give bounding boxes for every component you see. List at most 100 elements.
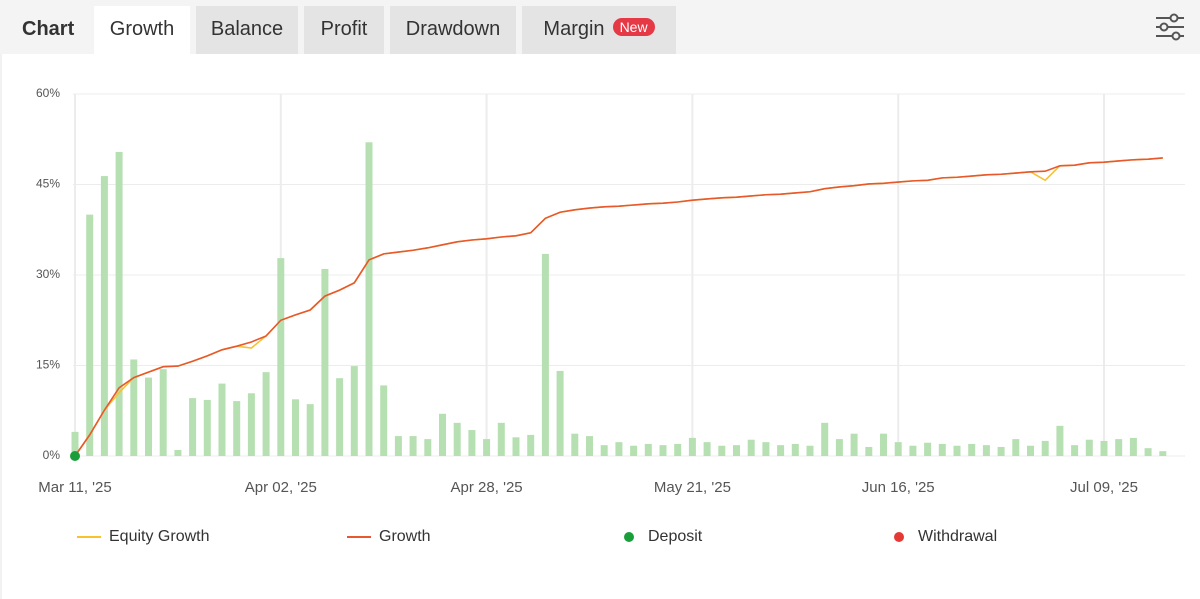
bar [439, 413, 446, 456]
x-tick-label: Jun 16, '25 [862, 479, 935, 496]
bar [615, 442, 623, 456]
tab[interactable]: Margin New [522, 6, 676, 54]
bar [145, 377, 152, 456]
y-tick-label: 15% [36, 358, 60, 372]
bar [571, 433, 579, 456]
settings-icon[interactable] [1154, 12, 1186, 42]
bar [380, 385, 388, 456]
bar [1071, 445, 1079, 456]
bar [115, 151, 123, 457]
bar [747, 439, 755, 456]
x-tick-label: Apr 02, '25 [245, 479, 317, 496]
bar [483, 439, 491, 456]
bar [277, 258, 285, 456]
tab[interactable]: Drawdown [390, 6, 516, 54]
bar [541, 253, 549, 456]
bar [394, 436, 402, 456]
bar [850, 433, 858, 456]
bar [997, 446, 1005, 456]
tabs-label: Chart [22, 18, 75, 40]
tab-text: Margin [543, 18, 605, 40]
bar [1144, 448, 1152, 456]
bar [218, 383, 226, 456]
bar [733, 445, 740, 456]
bar [806, 445, 814, 456]
bar [100, 176, 108, 456]
y-tick-label: 60% [36, 86, 60, 100]
bar [233, 401, 241, 456]
point [70, 451, 80, 461]
bar [982, 445, 990, 456]
bar [1027, 445, 1034, 456]
bar [644, 443, 652, 456]
bar [777, 445, 785, 456]
bar [865, 446, 873, 456]
bar [174, 449, 182, 456]
legend-label: Growth [379, 528, 431, 545]
bar [130, 359, 138, 456]
bar [527, 434, 535, 456]
bar [189, 398, 197, 456]
bar [556, 370, 564, 456]
legend-swatch [624, 532, 634, 542]
bar [938, 443, 946, 456]
bar [688, 437, 696, 456]
bar [71, 431, 79, 456]
tab[interactable]: Profit [304, 6, 384, 54]
legend-swatch [894, 532, 904, 542]
bar [321, 268, 329, 456]
bar [497, 422, 505, 456]
bar [894, 442, 902, 456]
tab[interactable]: Balance [196, 6, 298, 54]
bar [880, 433, 887, 456]
tab[interactable]: Growth [94, 6, 190, 54]
bar [424, 439, 432, 456]
bar [1041, 440, 1049, 456]
bar [1085, 439, 1093, 456]
bar [659, 445, 667, 456]
bar [1012, 439, 1020, 456]
bar [791, 443, 799, 456]
bar [674, 443, 682, 456]
bar [203, 399, 211, 456]
legend-label: Deposit [648, 528, 703, 545]
y-tick-label: 0% [43, 448, 61, 462]
bar [409, 436, 417, 456]
bar [292, 399, 299, 456]
bar [86, 214, 94, 456]
bar [468, 430, 476, 456]
bar [821, 422, 829, 456]
bar [512, 437, 520, 456]
y-tick-label: 45% [36, 177, 60, 191]
tab-bar: Chart Growth Balance Profit Drawdown Mar… [0, 0, 1200, 54]
bar [365, 142, 373, 456]
legend-label: Equity Growth [109, 528, 209, 545]
bar [262, 372, 270, 456]
y-tick-label: 30% [36, 267, 60, 281]
x-tick-label: Mar 11, '25 [38, 479, 111, 496]
bar [718, 445, 726, 456]
bar [350, 366, 358, 456]
bar [1115, 439, 1123, 456]
x-tick-label: Apr 28, '25 [451, 479, 523, 496]
bar [1159, 451, 1167, 456]
bar [586, 436, 593, 456]
bar [1056, 425, 1064, 456]
bar [247, 393, 255, 456]
bar [953, 445, 961, 456]
x-tick-label: May 21, '25 [654, 479, 731, 496]
bar [306, 404, 314, 456]
bar [1100, 440, 1108, 456]
x-tick-label: Jul 09, '25 [1070, 479, 1138, 496]
bar [336, 378, 344, 456]
bar [835, 439, 843, 456]
bar [924, 442, 932, 456]
bar [1129, 437, 1137, 456]
legend-label: Withdrawal [918, 528, 997, 545]
badge: New [612, 18, 655, 36]
bar [762, 442, 770, 456]
bar [453, 422, 461, 456]
bar [909, 445, 917, 456]
chart: 0% 15% 30% 45% 60% Mar 11, '25 Apr 02, '25 Apr … [0, 54, 1185, 599]
